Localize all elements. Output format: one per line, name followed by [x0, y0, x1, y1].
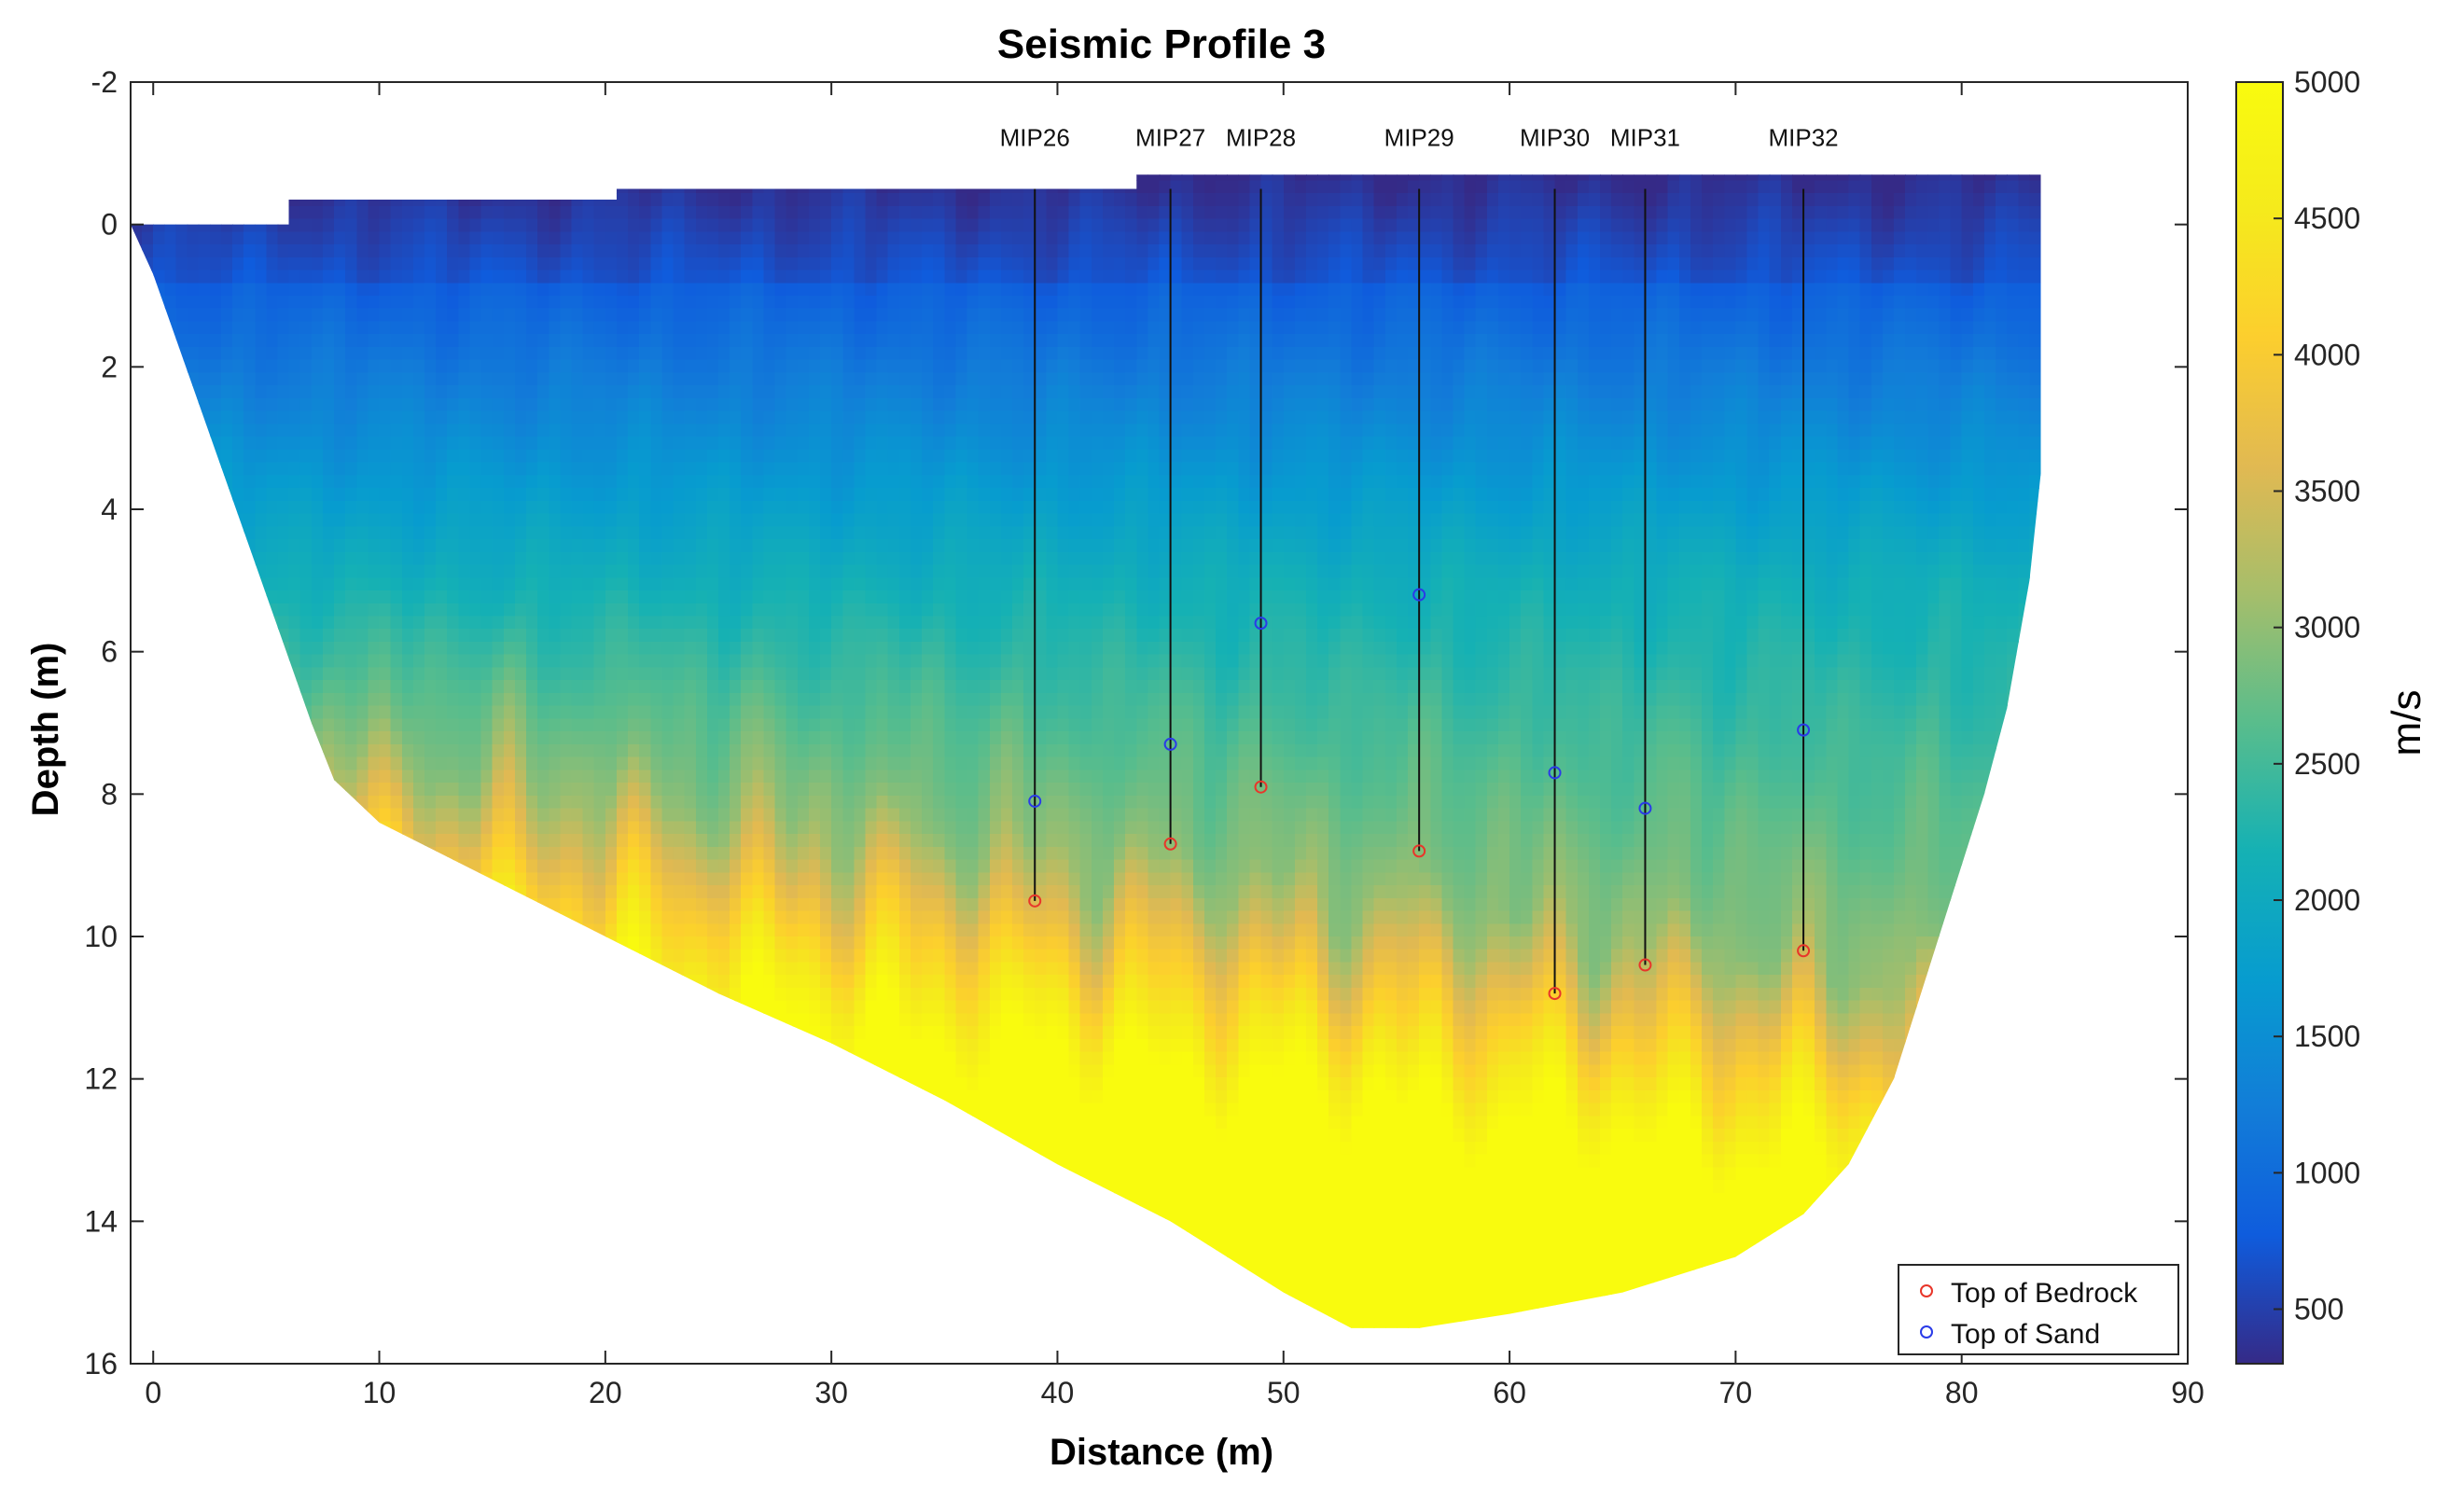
colorbar-tick-label: 4500: [2294, 201, 2360, 235]
top-of-sand-marker: [1412, 588, 1426, 602]
top-of-bedrock-marker: [1254, 780, 1268, 794]
y-axis-label: Depth (m): [25, 643, 66, 817]
colorbar-tick-label: 4000: [2294, 338, 2360, 371]
x-tick-label: 40: [1041, 1376, 1075, 1409]
top-of-bedrock-marker: [1797, 944, 1811, 958]
x-tick-label: 60: [1493, 1376, 1526, 1409]
legend-label: Top of Sand: [1951, 1319, 2100, 1350]
colorbar-gradient: [2235, 81, 2284, 1365]
colorbar-tick-label: 500: [2294, 1293, 2344, 1326]
x-axis-label: Distance (m): [1050, 1432, 1273, 1473]
plot-frame: [130, 81, 2189, 1365]
x-axis: 0 10 20 30 40 50 60 70 80 90: [145, 82, 2205, 1409]
legend[interactable]: Top of Bedrock Top of Sand: [1898, 1264, 2179, 1355]
colorbar-tick-label: 1500: [2294, 1020, 2360, 1053]
borehole-mip28: MIP28: [1226, 124, 1296, 794]
borehole-label: MIP30: [1520, 124, 1590, 152]
legend-entry[interactable]: Top of Sand: [1920, 1319, 2100, 1350]
top-of-bedrock-marker: [1163, 837, 1177, 851]
legend-box: [1898, 1264, 2179, 1355]
borehole-mip32: MIP32: [1768, 124, 1839, 958]
colorbar-tick-label: 5000: [2294, 65, 2360, 99]
colorbar-tick-label: 2500: [2294, 747, 2360, 781]
x-tick-label: 70: [1719, 1376, 1753, 1409]
x-tick-label: 50: [1267, 1376, 1300, 1409]
chart-title: Seismic Profile 3: [997, 21, 1326, 67]
y-tick-label: -2: [91, 65, 118, 99]
y-tick-label: 0: [101, 208, 118, 242]
top-of-sand-marker: [1638, 801, 1652, 815]
top-of-sand-marker: [1254, 617, 1268, 631]
y-tick-label: 14: [84, 1204, 118, 1238]
borehole-mip26: MIP26: [1000, 124, 1070, 908]
borehole-mip31: MIP31: [1610, 124, 1680, 972]
colorbar: 500100015002000250030003500400045005000 …: [2235, 65, 2429, 1365]
plot-area: MIP26 MIP27 MIP28 MIP29 MIP30 MIP31 MIP32 0 10 2…: [84, 65, 2204, 1409]
top-of-bedrock-marker: [1412, 844, 1426, 858]
borehole-label: MIP31: [1610, 124, 1680, 152]
borehole-mip30: MIP30: [1520, 124, 1590, 1001]
y-tick-label: 2: [101, 350, 118, 383]
colorbar-tick-label: 1000: [2294, 1156, 2360, 1189]
x-tick-label: 90: [2171, 1376, 2205, 1409]
colorbar-ticks: 500 1000 1500 2000 2500 3000 3500 4000 4500 5000: [2274, 65, 2360, 1326]
top-of-bedrock-marker: [1638, 958, 1652, 972]
x-tick-label: 0: [145, 1376, 161, 1409]
y-tick-label: 8: [101, 777, 118, 811]
x-tick-label: 30: [814, 1376, 848, 1409]
colorbar-tick-label: 3000: [2294, 611, 2360, 645]
borehole-label: MIP29: [1384, 124, 1454, 152]
x-tick-label: 10: [363, 1376, 396, 1409]
y-tick-label: 6: [101, 635, 118, 669]
borehole-label: MIP32: [1768, 124, 1838, 152]
legend-marker: [1920, 1284, 1933, 1297]
borehole-mip27: MIP27: [1135, 124, 1205, 851]
x-tick-label: 20: [589, 1376, 622, 1409]
top-of-sand-marker: [1797, 723, 1811, 737]
top-of-bedrock-marker: [1028, 894, 1042, 908]
borehole-label: MIP26: [1000, 124, 1070, 152]
y-tick-label: 4: [101, 492, 118, 526]
colorbar-tick-label: 3500: [2294, 475, 2360, 508]
top-of-sand-marker: [1548, 766, 1562, 780]
top-of-sand-marker: [1028, 794, 1042, 808]
y-tick-label: 12: [84, 1062, 118, 1096]
top-of-bedrock-marker: [1548, 987, 1562, 1001]
legend-marker: [1920, 1325, 1933, 1339]
boreholes: MIP26 MIP27 MIP28 MIP29 MIP30 MIP31 MIP32: [1000, 124, 1839, 1001]
legend-label: Top of Bedrock: [1951, 1278, 2138, 1309]
y-tick-label: 10: [84, 920, 118, 953]
top-of-sand-marker: [1163, 737, 1177, 751]
y-axis: -2 0 2 4 6 8 10 12 14 16: [84, 65, 2188, 1380]
borehole-label: MIP28: [1226, 124, 1296, 152]
legend-entry[interactable]: Top of Bedrock: [1920, 1278, 2138, 1309]
y-tick-label: 16: [84, 1347, 118, 1380]
colorbar-label: m/s: [2384, 690, 2429, 756]
borehole-mip29: MIP29: [1384, 124, 1454, 858]
borehole-label: MIP27: [1135, 124, 1205, 152]
colorbar-tick-label: 2000: [2294, 883, 2360, 917]
x-tick-label: 80: [1945, 1376, 1979, 1409]
